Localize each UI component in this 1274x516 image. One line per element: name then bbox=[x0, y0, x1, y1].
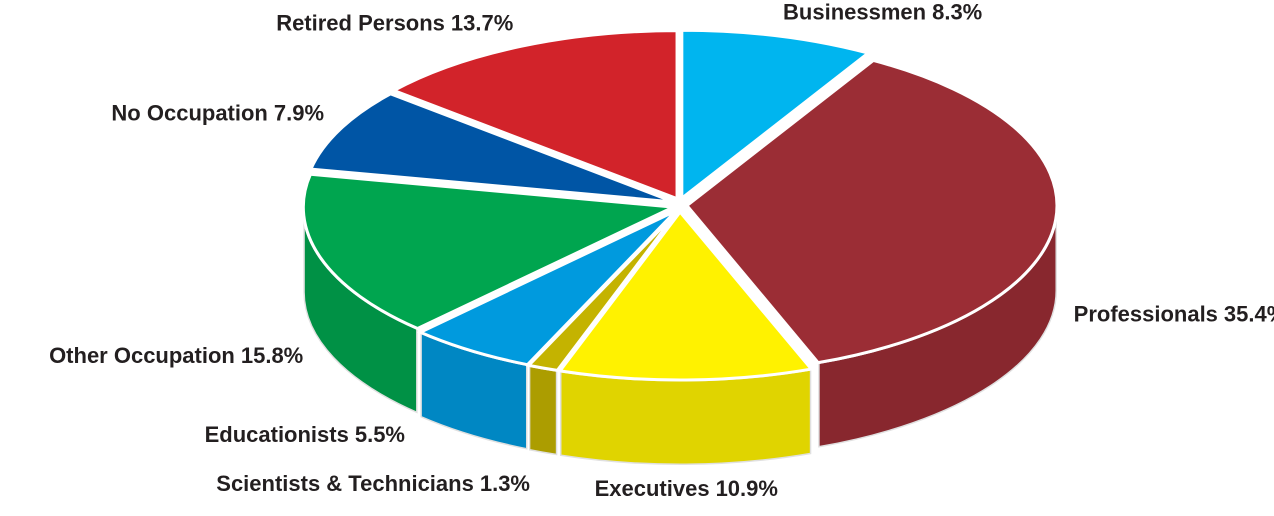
slice bbox=[557, 209, 815, 382]
slice-label-name: Professionals bbox=[1074, 302, 1218, 327]
slice-label-name: Retired Persons bbox=[276, 11, 445, 36]
slice bbox=[301, 172, 679, 331]
slice-label-name: Other Occupation bbox=[49, 343, 235, 368]
slice bbox=[416, 209, 678, 367]
slice bbox=[308, 92, 675, 204]
slice-sides bbox=[301, 205, 1059, 467]
slice-label-value: 5.5% bbox=[355, 422, 405, 447]
slice bbox=[684, 58, 1059, 365]
slice-label-value: 13.7% bbox=[451, 11, 513, 36]
slice-tops bbox=[301, 28, 1059, 382]
slice-label: Executives 10.9% bbox=[595, 476, 778, 501]
slice bbox=[680, 28, 872, 202]
slice-label-name: No Occupation bbox=[111, 100, 267, 125]
slice-label-value: 15.8% bbox=[241, 343, 303, 368]
slice-label: Retired Persons 13.7% bbox=[276, 11, 513, 36]
slice-label-name: Executives bbox=[595, 476, 710, 501]
slice-label: Other Occupation 15.8% bbox=[49, 343, 303, 368]
slice-label: Businessmen 8.3% bbox=[783, 0, 982, 24]
slice-side-shade bbox=[818, 205, 1057, 448]
slice-label-value: 1.3% bbox=[480, 471, 530, 496]
slice-label-value: 8.3% bbox=[932, 0, 982, 24]
slice-label-name: Scientists & Technicians bbox=[216, 471, 474, 496]
slice-side-shade bbox=[528, 365, 558, 456]
slice-label-value: 7.9% bbox=[274, 100, 324, 125]
slice-side-shade bbox=[420, 332, 528, 450]
slice-label-name: Educationists bbox=[205, 422, 349, 447]
slice-label-value: 35.4% bbox=[1224, 302, 1274, 327]
slice-label-name: Businessmen bbox=[783, 0, 926, 24]
slice-label: Educationists 5.5% bbox=[205, 422, 405, 447]
slice-label: No Occupation 7.9% bbox=[111, 100, 324, 125]
slice-side-shade bbox=[559, 369, 812, 465]
slice bbox=[390, 29, 679, 201]
slice-label-value: 10.9% bbox=[716, 476, 778, 501]
slice-side-shade bbox=[303, 207, 418, 414]
slice-label: Scientists & Technicians 1.3% bbox=[216, 471, 530, 496]
